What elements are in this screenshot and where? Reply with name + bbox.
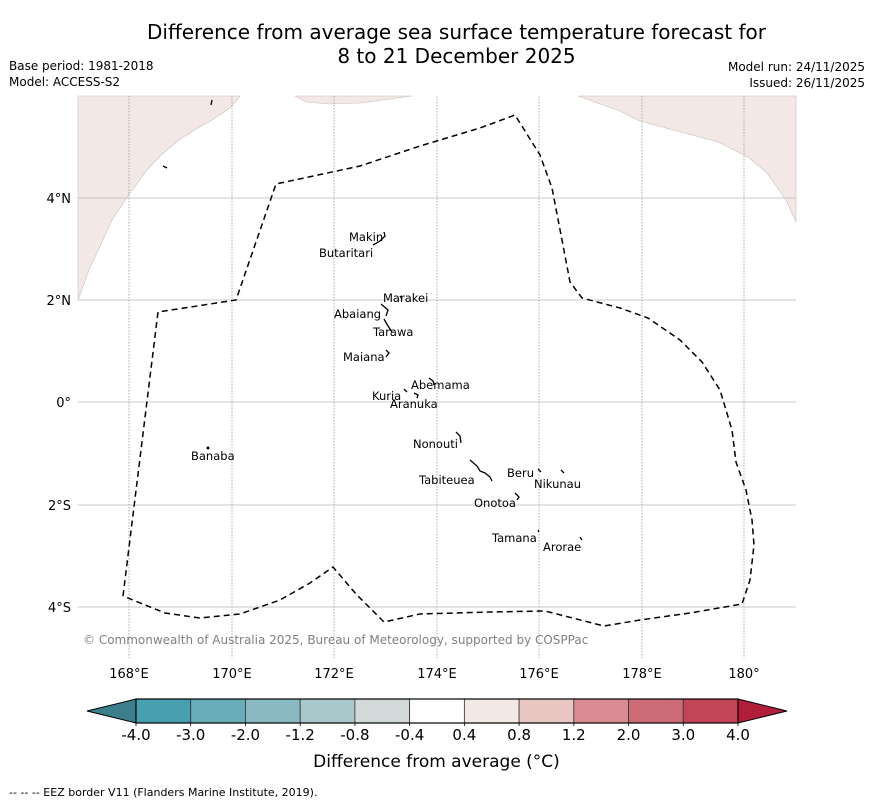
lon-axis: 168°E 170°E 172°E 174°E 176°E 178°E 180° [109,667,759,682]
island-shape-tarawa [383,318,393,333]
island-shape-onotoa [514,492,520,501]
island-label: Marakei [383,291,428,305]
colorbar-segment [463,698,520,724]
island-shape-tamana [537,529,540,533]
island-label: Abaiang [334,307,381,321]
colorbar-tick-label: -3.0 [176,726,205,744]
meridians [128,96,745,658]
island-label: Onotoa [474,496,516,510]
colorbar-over-arrow [737,698,788,724]
island-label: Nikunau [534,477,581,491]
colorbar-segment [682,698,739,724]
island-shape-marakei [399,295,403,300]
colorbar-segment [190,698,246,724]
lat-tick-label: 4°N [47,192,72,207]
title-line-2: 8 to 21 December 2025 [337,44,576,68]
lat-tick-label: 2°S [48,499,71,514]
base-period: Base period: 1981-2018 [9,59,154,73]
colorbar-label: Difference from average (°C) [313,752,560,772]
model-name: Model: ACCESS-S2 [9,75,121,89]
colorbar-tick-label: 2.0 [617,726,641,744]
eez-border [122,114,755,627]
colorbar-segment [135,698,192,724]
island-labels: Makin Butaritari Marakei Abaiang Tarawa … [191,230,581,554]
island-shape-nikunau [560,469,565,474]
island-label: Arorae [543,540,581,554]
colorbar-outline [135,698,739,724]
lon-tick-label: 174°E [417,667,457,682]
island-label: Nonouti [413,437,458,451]
colorbar-under-arrow [86,698,137,724]
lon-tick-label: 180° [728,667,759,682]
colorbar-segment [409,698,465,724]
island-shapes [162,99,583,541]
island-label: Aranuka [390,397,438,411]
copyright-notice: © Commonwealth of Australia 2025, Bureau… [83,633,588,647]
island-label: Banaba [191,449,235,463]
colorbar-tick-label: -0.8 [340,726,369,744]
run-info: Model run: 24/11/2025 Issued: 26/11/2025 [728,59,865,91]
island-shape-abaiang [380,303,389,317]
island-label: Butaritari [319,246,373,260]
colorbar-tick-label: -4.0 [121,726,150,744]
island-label: Tarawa [372,325,413,339]
colorbar-tick-label: -1.2 [286,726,315,744]
colorbar-segment [299,698,356,724]
island-shape-arorae [579,536,583,541]
island-shape-tabiteuea [469,459,493,482]
colorbar-tick-label: 0.4 [452,726,476,744]
colorbar-tick-label: 4.0 [726,726,750,744]
colorbar-tick-label: 0.8 [507,726,531,744]
colorbar-tick-label: -0.4 [395,726,424,744]
title-line-1: Difference from average sea surface temp… [146,20,766,44]
map-title: Difference from average sea surface temp… [100,20,813,68]
colorbar-tick-label: 1.2 [562,726,586,744]
lat-tick-label: 4°S [48,601,71,616]
island-label: Tamana [491,531,537,545]
colorbar-tick-label: -2.0 [231,726,260,744]
lon-tick-label: 172°E [314,667,354,682]
land-northwest [77,95,241,301]
land-north-central [294,95,413,105]
colorbar-segment [573,698,629,724]
colorbar: -4.0 -3.0 -2.0 -1.2 -0.8 -0.4 0.4 0.8 1.2 2.0 3.0 4… [86,698,788,744]
island-shape-small-1 [210,99,213,106]
island-shape-kuria [403,388,408,393]
island-label: Makin [349,230,383,244]
island-shape-nonouti [455,431,462,444]
colorbar-segment [518,698,575,724]
island-shape-small-2 [162,165,168,169]
island-label: Maiana [343,350,385,364]
island-shape-banaba [206,446,210,450]
issued-date: Issued: 26/11/2025 [749,76,865,90]
lat-axis: 4°N 2°N 0° 2°S 4°S [47,192,72,616]
lon-tick-label: 176°E [519,667,559,682]
island-shape-maiana [385,349,390,358]
island-label: Kuria [372,389,401,403]
eez-footnote: -- -- -- EEZ border V11 (Flanders Marine… [9,786,318,799]
land-northeast [577,95,797,223]
land-areas [77,95,797,301]
lon-tick-label: 170°E [212,667,252,682]
model-info: Base period: 1981-2018 Model: ACCESS-S2 [9,58,154,90]
island-shape-aranuka [413,392,419,399]
colorbar-segment [245,698,301,724]
lon-tick-label: 178°E [622,667,662,682]
colorbar-segment [628,698,684,724]
colorbar-segment [354,698,411,724]
lat-tick-label: 0° [56,396,71,411]
island-shape-beru [537,468,542,473]
island-shape-makin-butaritari [372,231,386,246]
island-label: Tabiteuea [418,473,475,487]
island-label: Abemama [411,378,470,392]
island-shape-abemama [428,377,435,386]
colorbar-tick-label: 3.0 [671,726,695,744]
model-run-date: Model run: 24/11/2025 [727,60,865,74]
island-label: Beru [507,466,534,480]
lat-tick-label: 2°N [47,294,72,309]
lon-tick-label: 168°E [109,667,149,682]
